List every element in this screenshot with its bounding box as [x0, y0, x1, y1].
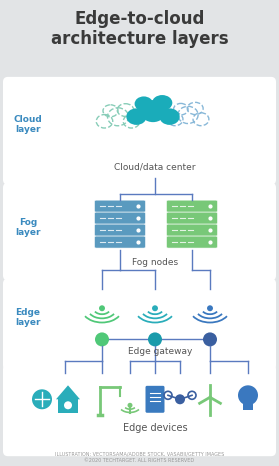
Text: Edge devices: Edge devices	[123, 423, 187, 433]
Circle shape	[175, 394, 185, 404]
Circle shape	[207, 305, 213, 311]
Circle shape	[238, 385, 258, 405]
Text: Edge
layer: Edge layer	[15, 308, 41, 327]
Circle shape	[99, 305, 105, 311]
FancyBboxPatch shape	[167, 224, 218, 236]
Circle shape	[128, 403, 133, 408]
Text: Fog
layer: Fog layer	[15, 218, 41, 237]
Circle shape	[148, 332, 162, 346]
FancyBboxPatch shape	[3, 364, 276, 456]
FancyBboxPatch shape	[3, 183, 276, 281]
Ellipse shape	[159, 109, 180, 125]
FancyBboxPatch shape	[167, 212, 218, 224]
Text: ILLUSTRATION: VECTORSAMA/ADOBE STOCK, VASABII/GETTY IMAGES
©2020 TECHTARGET. ALL: ILLUSTRATION: VECTORSAMA/ADOBE STOCK, VA…	[55, 451, 224, 463]
Ellipse shape	[134, 96, 153, 111]
Circle shape	[152, 305, 158, 311]
Text: Fog nodes: Fog nodes	[132, 258, 178, 267]
FancyBboxPatch shape	[167, 236, 218, 248]
Polygon shape	[56, 385, 80, 399]
Ellipse shape	[126, 109, 146, 125]
FancyBboxPatch shape	[3, 279, 276, 370]
FancyBboxPatch shape	[95, 224, 146, 236]
Circle shape	[203, 332, 217, 346]
Text: Edge gateway: Edge gateway	[128, 347, 192, 356]
FancyBboxPatch shape	[3, 77, 276, 185]
FancyBboxPatch shape	[95, 200, 146, 212]
FancyBboxPatch shape	[95, 236, 146, 248]
FancyBboxPatch shape	[243, 404, 253, 410]
FancyBboxPatch shape	[58, 399, 78, 413]
Circle shape	[95, 332, 109, 346]
Text: Edge-to-cloud
architecture layers: Edge-to-cloud architecture layers	[51, 10, 228, 48]
Text: Cloud/data center: Cloud/data center	[114, 163, 196, 171]
Ellipse shape	[152, 95, 172, 110]
FancyBboxPatch shape	[146, 386, 165, 413]
Ellipse shape	[140, 100, 166, 122]
Circle shape	[32, 389, 52, 409]
FancyBboxPatch shape	[95, 212, 146, 224]
Text: Cloud
layer: Cloud layer	[14, 115, 42, 135]
Circle shape	[64, 401, 72, 409]
FancyBboxPatch shape	[167, 200, 218, 212]
